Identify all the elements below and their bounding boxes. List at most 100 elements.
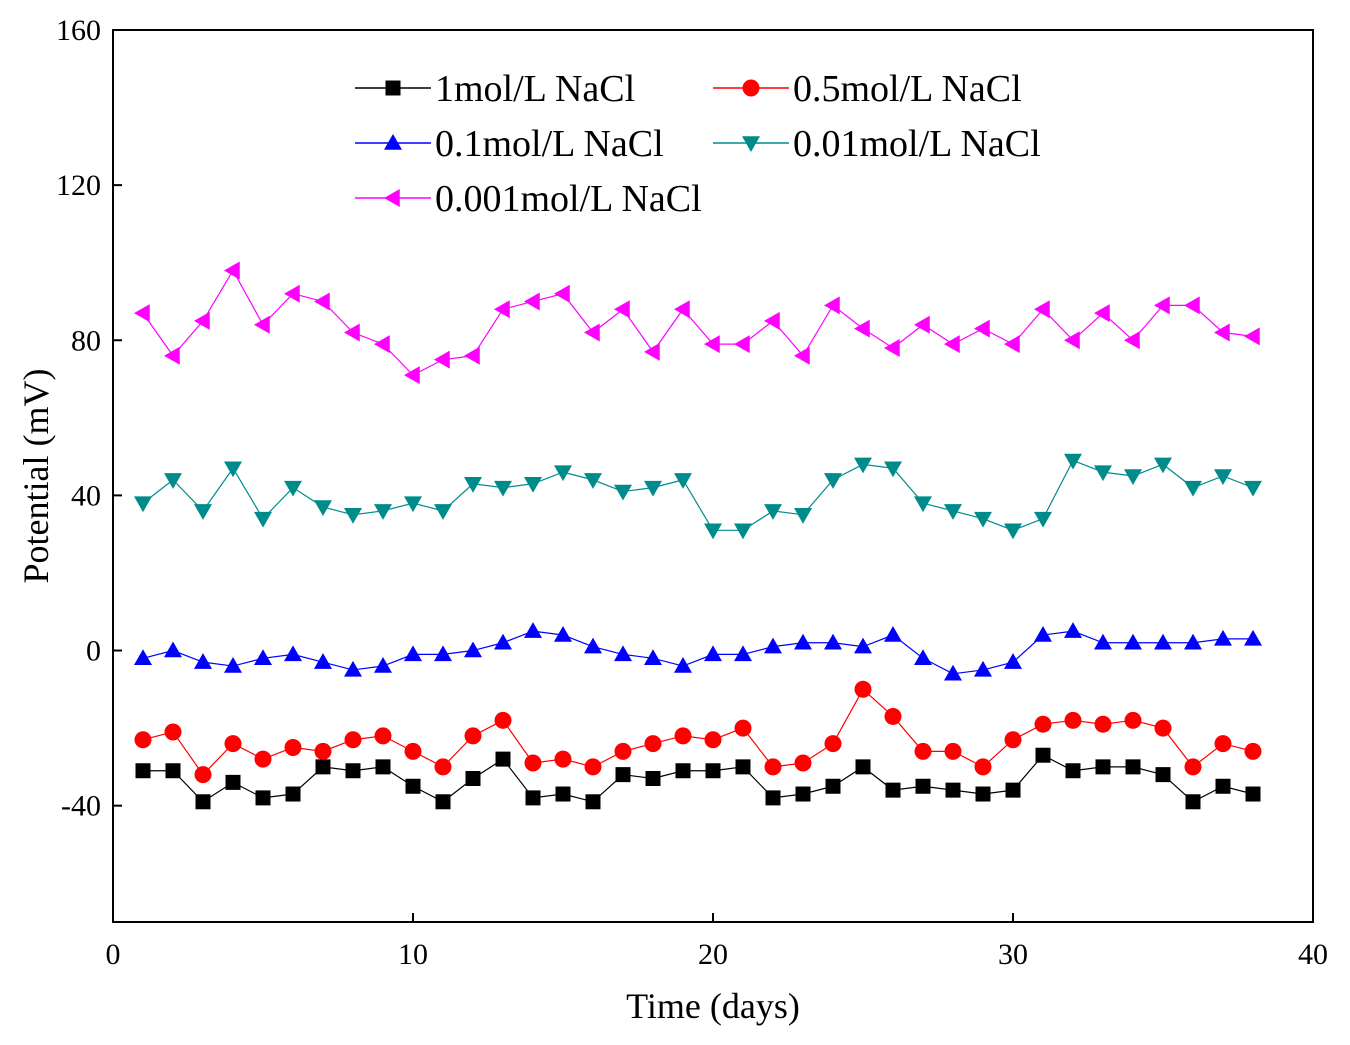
data-point <box>704 523 722 540</box>
series-4 <box>134 261 1260 385</box>
data-point <box>674 473 692 489</box>
legend-item: 0.001mol/L NaCl <box>355 178 702 220</box>
data-point <box>494 633 512 650</box>
data-point <box>405 778 421 794</box>
legend-item: 0.01mol/L NaCl <box>713 123 1041 165</box>
data-point <box>794 754 812 772</box>
data-point <box>1154 719 1172 737</box>
data-point <box>614 300 630 319</box>
data-point <box>224 735 242 753</box>
data-point <box>824 296 840 315</box>
data-point <box>374 335 390 354</box>
data-point <box>465 771 481 787</box>
series-layer <box>134 261 1262 810</box>
data-point <box>944 335 960 354</box>
x-tick-label: 30 <box>998 938 1028 971</box>
data-point <box>285 786 301 802</box>
data-point <box>314 500 332 517</box>
series-line <box>142 459 1254 531</box>
data-point <box>974 660 992 677</box>
data-point <box>254 511 272 528</box>
data-point <box>464 477 482 493</box>
data-point <box>1004 731 1022 749</box>
data-point <box>944 742 962 760</box>
data-point <box>1244 480 1262 497</box>
data-point <box>164 641 182 658</box>
data-point <box>614 484 632 501</box>
data-point <box>1094 304 1110 323</box>
data-point <box>674 727 692 745</box>
data-point <box>675 763 691 779</box>
data-point <box>944 504 962 520</box>
data-point <box>585 794 601 810</box>
data-point <box>975 786 991 802</box>
data-point <box>824 633 842 650</box>
data-point <box>134 304 150 323</box>
data-point <box>1184 296 1200 315</box>
data-point <box>164 346 180 365</box>
data-point <box>584 758 602 776</box>
axis-ticks: 0 10 20 30 40 -40 0 40 80 120 160 <box>56 14 1328 971</box>
data-point <box>1034 715 1052 733</box>
data-point <box>1064 711 1082 729</box>
data-point <box>1215 778 1231 794</box>
series-line <box>143 754 1254 803</box>
data-point <box>644 342 660 361</box>
data-point <box>554 465 572 482</box>
data-point <box>884 626 902 642</box>
series-0 <box>135 747 1261 810</box>
data-point <box>1185 794 1201 810</box>
data-point <box>434 645 452 662</box>
legend-item: 0.1mol/L NaCl <box>355 123 664 165</box>
data-point <box>314 742 332 760</box>
data-point <box>584 323 600 342</box>
data-point <box>404 742 422 760</box>
data-point <box>824 473 842 489</box>
y-tick-label: 80 <box>71 324 101 357</box>
data-point <box>764 311 780 330</box>
data-point <box>1154 633 1172 650</box>
data-point <box>434 350 450 369</box>
data-point <box>134 649 152 666</box>
data-point <box>1004 653 1022 669</box>
data-point <box>734 523 752 540</box>
data-point <box>974 511 992 528</box>
data-point <box>824 735 842 753</box>
x-tick-label: 0 <box>106 938 121 971</box>
data-point <box>464 727 482 745</box>
data-point <box>1034 626 1052 642</box>
data-point <box>914 649 932 666</box>
data-point <box>404 645 422 662</box>
data-point <box>854 319 870 338</box>
data-point <box>164 723 182 741</box>
data-point <box>464 346 480 365</box>
data-point <box>584 637 602 654</box>
legend-label: 0.5mol/L NaCl <box>793 68 1022 110</box>
y-tick-label: -40 <box>61 790 101 823</box>
data-point <box>284 645 302 662</box>
data-point <box>854 637 872 654</box>
y-tick-label: 40 <box>71 479 101 512</box>
data-point <box>134 731 152 749</box>
data-point <box>734 719 752 737</box>
data-point <box>135 763 151 779</box>
data-point <box>884 339 900 358</box>
data-point <box>434 504 452 520</box>
data-point <box>1184 480 1202 497</box>
data-point <box>345 763 361 779</box>
data-point <box>375 759 391 775</box>
data-point <box>494 300 510 319</box>
data-point <box>1065 763 1081 779</box>
data-point <box>554 750 572 768</box>
data-point <box>1005 782 1021 798</box>
data-point <box>1034 511 1052 528</box>
data-point <box>284 480 302 497</box>
data-point <box>1064 453 1082 470</box>
x-axis-label: Time (days) <box>626 986 800 1026</box>
data-point <box>1124 331 1140 350</box>
data-point <box>195 794 211 810</box>
data-point <box>1184 633 1202 650</box>
data-point <box>855 759 871 775</box>
data-point <box>194 504 212 520</box>
